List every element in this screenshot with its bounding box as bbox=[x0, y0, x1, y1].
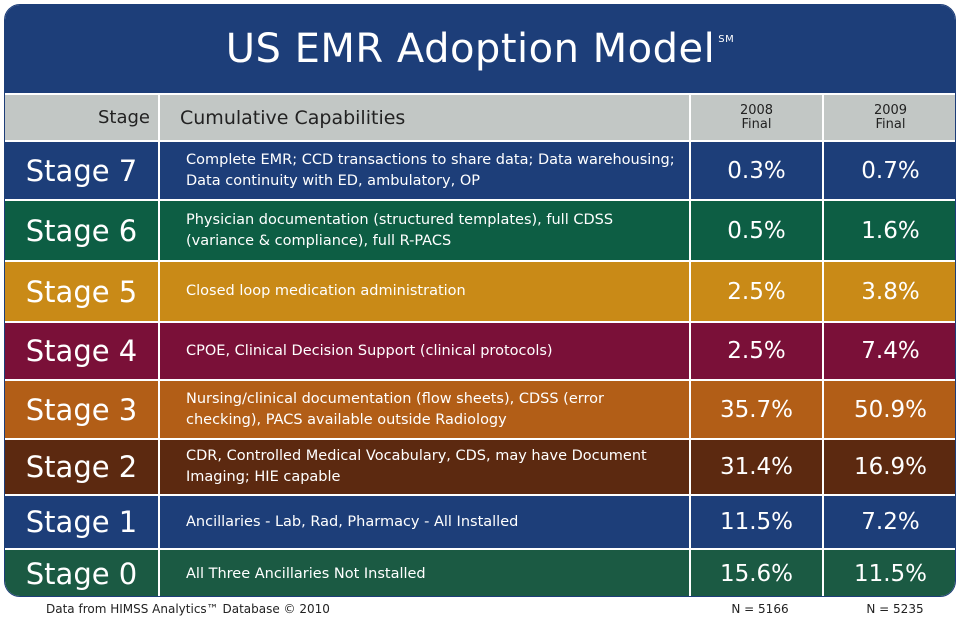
capabilities-text: CDR, Controlled Medical Vocabulary, CDS,… bbox=[160, 440, 689, 494]
source-note: Data from HIMSS Analytics™ Database © 20… bbox=[46, 602, 330, 616]
table-row: Stage 3 Nursing/clinical documentation (f… bbox=[5, 381, 955, 438]
header-2008-sub: Final bbox=[741, 116, 772, 132]
value-2008: 35.7% bbox=[691, 381, 822, 438]
value-2009: 1.6% bbox=[824, 201, 955, 260]
stage-label: Stage 2 bbox=[5, 440, 158, 494]
table-row: Stage 7 Complete EMR; CCD transactions to… bbox=[5, 142, 955, 199]
emr-adoption-table: US EMR Adoption Model SM Stage Cumulative… bbox=[4, 4, 956, 597]
stage-label: Stage 1 bbox=[5, 496, 158, 548]
stage-label: Stage 4 bbox=[5, 323, 158, 379]
stage-label: Stage 3 bbox=[5, 381, 158, 438]
value-2009: 7.4% bbox=[824, 323, 955, 379]
value-2009: 16.9% bbox=[824, 440, 955, 494]
capabilities-text: Closed loop medication administration bbox=[160, 262, 689, 321]
table-row: Stage 1 Ancillaries - Lab, Rad, Pharmacy … bbox=[5, 496, 955, 548]
sample-size-2009: N = 5235 bbox=[866, 602, 924, 616]
value-2008: 2.5% bbox=[691, 262, 822, 321]
value-2009: 7.2% bbox=[824, 496, 955, 548]
table-row: Stage 5 Closed loop medication administra… bbox=[5, 262, 955, 321]
value-2008: 31.4% bbox=[691, 440, 822, 494]
value-2008: 15.6% bbox=[691, 550, 822, 596]
header-capabilities: Cumulative Capabilities bbox=[160, 95, 689, 140]
capabilities-text: Ancillaries - Lab, Rad, Pharmacy - All I… bbox=[160, 496, 689, 548]
header-2008: 2008 Final bbox=[691, 95, 822, 140]
stage-label: Stage 6 bbox=[5, 201, 158, 260]
title-bar: US EMR Adoption Model SM bbox=[5, 5, 955, 93]
value-2008: 11.5% bbox=[691, 496, 822, 548]
capabilities-text: CPOE, Clinical Decision Support (clinica… bbox=[160, 323, 689, 379]
sample-size-2008: N = 5166 bbox=[731, 602, 789, 616]
header-2009-sub: Final bbox=[875, 116, 906, 132]
stage-label: Stage 7 bbox=[5, 142, 158, 199]
table-row: Stage 4 CPOE, Clinical Decision Support (… bbox=[5, 323, 955, 379]
page-title: US EMR Adoption Model SM bbox=[226, 26, 735, 72]
capabilities-text: All Three Ancillaries Not Installed bbox=[160, 550, 689, 596]
stage-label: Stage 0 bbox=[5, 550, 158, 596]
header-2008-year: 2008 bbox=[739, 102, 774, 118]
value-2008: 2.5% bbox=[691, 323, 822, 379]
value-2008: 0.5% bbox=[691, 201, 822, 260]
value-2009: 50.9% bbox=[824, 381, 955, 438]
stage-label: Stage 5 bbox=[5, 262, 158, 321]
capabilities-text: Complete EMR; CCD transactions to share … bbox=[160, 142, 689, 199]
table-row: Stage 6 Physician documentation (structur… bbox=[5, 201, 955, 260]
value-2009: 0.7% bbox=[824, 142, 955, 199]
title-text: US EMR Adoption Model bbox=[225, 26, 716, 72]
table-row: Stage 0 All Three Ancillaries Not Install… bbox=[5, 550, 955, 596]
table-row: Stage 2 CDR, Controlled Medical Vocabular… bbox=[5, 440, 955, 494]
table-header: Stage Cumulative Capabilities 2008 Final… bbox=[5, 95, 955, 140]
service-mark: SM bbox=[718, 34, 735, 45]
value-2009: 3.8% bbox=[824, 262, 955, 321]
header-stage: Stage bbox=[5, 95, 158, 140]
header-2009: 2009 Final bbox=[824, 95, 955, 140]
capabilities-text: Nursing/clinical documentation (flow she… bbox=[160, 381, 689, 438]
value-2008: 0.3% bbox=[691, 142, 822, 199]
value-2009: 11.5% bbox=[824, 550, 955, 596]
header-2009-year: 2009 bbox=[873, 102, 908, 118]
capabilities-text: Physician documentation (structured temp… bbox=[160, 201, 689, 260]
